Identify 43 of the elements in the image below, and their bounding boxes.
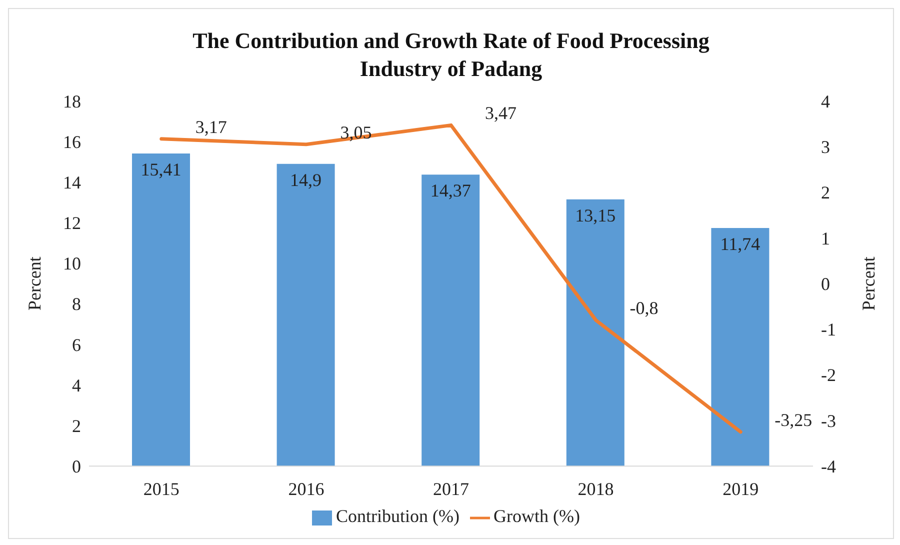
y2-tick-label: 1 xyxy=(821,228,830,248)
data-label: -0,8 xyxy=(630,298,658,318)
data-label: -3,25 xyxy=(774,410,812,430)
bar xyxy=(276,164,335,466)
y2-tick-label: -4 xyxy=(821,456,836,477)
y-tick-label: 8 xyxy=(72,294,81,314)
bar xyxy=(132,154,190,466)
y-tick-label: 18 xyxy=(63,91,81,112)
bar xyxy=(711,228,770,466)
y2-tick-label: 0 xyxy=(821,274,830,294)
y-tick-label: 12 xyxy=(63,213,81,234)
data-label: 3,17 xyxy=(195,116,227,137)
data-label: 3,47 xyxy=(485,103,516,124)
y2-tick-label: -1 xyxy=(821,320,836,340)
y-axis-title: Percent xyxy=(24,256,44,311)
y-tick-label: 0 xyxy=(72,456,81,477)
y-tick-label: 4 xyxy=(72,375,81,396)
y-tick-label: 10 xyxy=(63,254,81,274)
data-label: 14,9 xyxy=(290,170,322,190)
y2-tick-label: -3 xyxy=(821,410,836,431)
y2-tick-label: 3 xyxy=(821,137,830,158)
chart-title: The Contribution and Growth Rate of Food Processing Industry of Padang xyxy=(192,27,710,83)
x-tick-label: 2015 xyxy=(143,478,180,499)
y-tick-label: 14 xyxy=(63,172,81,193)
data-label: 15,41 xyxy=(140,160,182,180)
legend-label: Contribution (%) xyxy=(336,506,460,526)
y2-tick-label: -2 xyxy=(821,365,836,386)
x-tick-label: 2019 xyxy=(722,478,759,499)
y-tick-label: 6 xyxy=(72,334,81,355)
data-label: 13,15 xyxy=(575,205,616,226)
x-tick-label: 2016 xyxy=(288,478,324,499)
y-tick-label: 2 xyxy=(72,416,81,436)
y-tick-label: 16 xyxy=(63,132,81,152)
data-label: 14,37 xyxy=(430,180,471,201)
y2-tick-label: 4 xyxy=(821,91,830,112)
data-label: 11,74 xyxy=(720,234,760,254)
x-tick-label: 2017 xyxy=(433,478,469,499)
bar xyxy=(422,174,480,466)
x-tick-label: 2018 xyxy=(578,478,614,499)
y2-axis-title: Percent xyxy=(858,256,878,311)
legend-label: Growth (%) xyxy=(494,506,580,526)
y2-tick-label: 2 xyxy=(821,182,830,203)
bar xyxy=(566,199,624,466)
